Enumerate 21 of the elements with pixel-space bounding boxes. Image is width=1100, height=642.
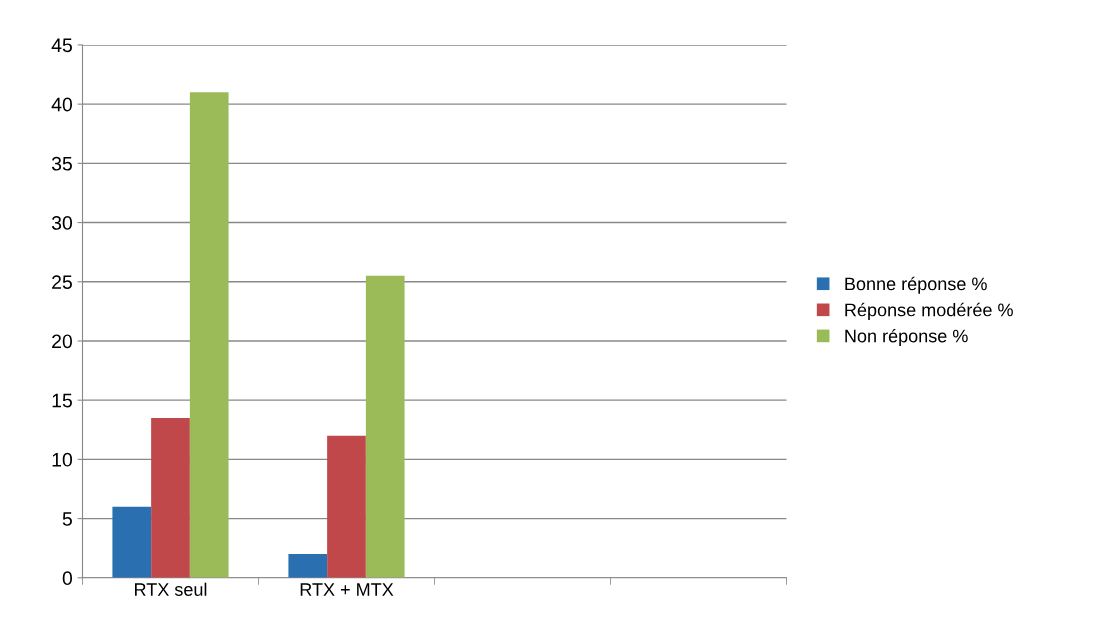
bar bbox=[365, 275, 405, 578]
y-tick-label: 40 bbox=[51, 97, 73, 112]
x-tick-label: RTX + MTX bbox=[300, 583, 394, 596]
y-tick-label: 45 bbox=[51, 38, 72, 53]
x-tick-label: RTX seul bbox=[135, 582, 207, 596]
y-tick-label: 30 bbox=[51, 216, 73, 230]
bar bbox=[327, 435, 366, 578]
y-tick-label: 20 bbox=[52, 334, 73, 349]
bar bbox=[151, 417, 190, 578]
bar bbox=[189, 92, 229, 578]
bar bbox=[288, 554, 328, 578]
legend-label: Non réponse % bbox=[845, 328, 968, 346]
y-tick-label: 35 bbox=[51, 156, 72, 171]
legend-label: Bonne réponse % bbox=[845, 276, 987, 294]
y-tick-label: 10 bbox=[52, 452, 73, 467]
y-tick-label: 15 bbox=[52, 393, 72, 408]
bar bbox=[112, 506, 152, 578]
y-tick-label: 25 bbox=[52, 275, 72, 289]
legend-label: Réponse modérée % bbox=[845, 302, 1013, 320]
y-tick-label: 0 bbox=[62, 571, 73, 586]
y-tick-label: 5 bbox=[62, 512, 72, 526]
